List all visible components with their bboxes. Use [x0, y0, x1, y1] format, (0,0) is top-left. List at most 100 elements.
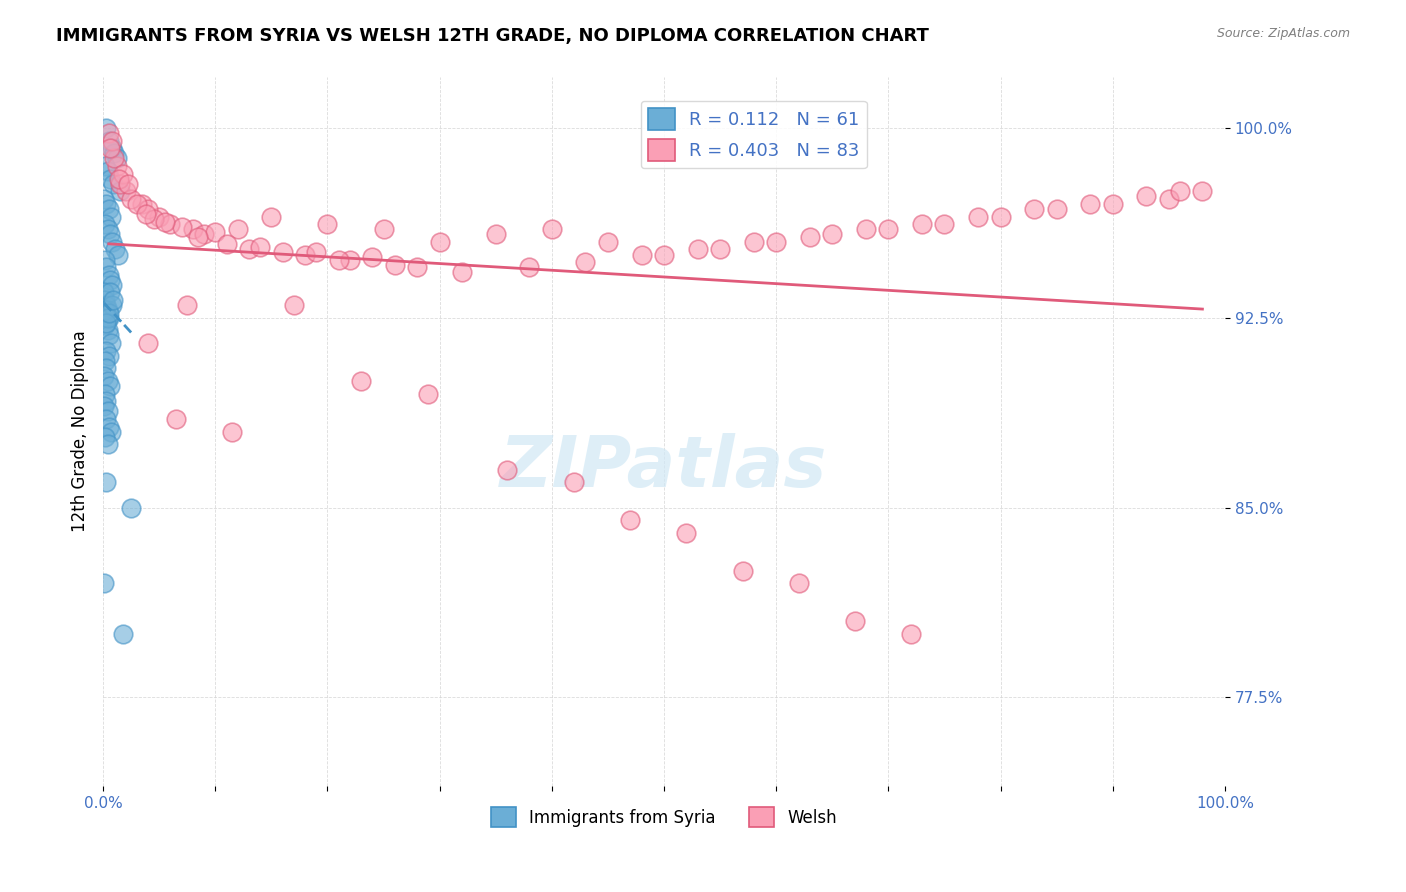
Point	[97, 126, 120, 140]
Point	[429, 235, 451, 249]
Point	[496, 462, 519, 476]
Point	[108, 171, 131, 186]
Point	[97, 164, 120, 178]
Point	[373, 222, 395, 236]
Point	[94, 386, 117, 401]
Point	[165, 412, 187, 426]
Point	[94, 217, 117, 231]
Point	[911, 217, 934, 231]
Point	[136, 336, 159, 351]
Point	[221, 425, 243, 439]
Point	[97, 328, 120, 343]
Point	[101, 134, 124, 148]
Point	[97, 437, 120, 451]
Point	[153, 214, 176, 228]
Point	[821, 227, 844, 242]
Point	[238, 243, 260, 257]
Point	[215, 237, 238, 252]
Point	[101, 298, 124, 312]
Point	[271, 245, 294, 260]
Point	[97, 222, 120, 236]
Point	[97, 323, 120, 337]
Point	[877, 222, 900, 236]
Point	[97, 310, 120, 325]
Point	[98, 171, 121, 186]
Point	[181, 222, 204, 236]
Point	[1157, 192, 1180, 206]
Point	[451, 265, 474, 279]
Point	[135, 207, 157, 221]
Point	[96, 260, 118, 275]
Point	[1045, 202, 1067, 216]
Point	[98, 285, 121, 300]
Point	[97, 202, 120, 216]
Point	[94, 430, 117, 444]
Point	[94, 159, 117, 173]
Point	[176, 298, 198, 312]
Point	[96, 475, 118, 490]
Point	[97, 268, 120, 282]
Point	[100, 425, 122, 439]
Text: ZIPatlas: ZIPatlas	[501, 433, 828, 501]
Point	[96, 316, 118, 330]
Point	[101, 277, 124, 292]
Text: Source: ZipAtlas.com: Source: ZipAtlas.com	[1216, 27, 1350, 40]
Point	[855, 222, 877, 236]
Point	[339, 252, 361, 267]
Point	[97, 419, 120, 434]
Point	[97, 404, 120, 418]
Point	[105, 152, 128, 166]
Point	[630, 247, 652, 261]
Point	[97, 134, 120, 148]
Point	[294, 247, 316, 261]
Point	[1078, 197, 1101, 211]
Point	[103, 293, 125, 307]
Point	[731, 564, 754, 578]
Point	[170, 219, 193, 234]
Point	[485, 227, 508, 242]
Point	[361, 250, 384, 264]
Point	[418, 386, 440, 401]
Point	[98, 141, 121, 155]
Point	[799, 229, 821, 244]
Point	[562, 475, 585, 490]
Point	[93, 576, 115, 591]
Point	[112, 627, 135, 641]
Point	[96, 197, 118, 211]
Point	[93, 400, 115, 414]
Point	[114, 184, 136, 198]
Point	[104, 243, 127, 257]
Point	[96, 394, 118, 409]
Point	[94, 303, 117, 318]
Point	[96, 412, 118, 426]
Point	[97, 306, 120, 320]
Point	[103, 152, 125, 166]
Point	[305, 245, 328, 260]
Point	[94, 318, 117, 333]
Point	[142, 212, 165, 227]
Point	[260, 210, 283, 224]
Point	[112, 167, 135, 181]
Point	[934, 217, 956, 231]
Legend: Immigrants from Syria, Welsh: Immigrants from Syria, Welsh	[484, 800, 844, 834]
Point	[136, 202, 159, 216]
Y-axis label: 12th Grade, No Diploma: 12th Grade, No Diploma	[72, 331, 89, 533]
Point	[107, 247, 129, 261]
Point	[283, 298, 305, 312]
Point	[120, 500, 142, 515]
Point	[1101, 197, 1123, 211]
Point	[193, 227, 215, 242]
Point	[98, 379, 121, 393]
Point	[652, 247, 675, 261]
Point	[187, 229, 209, 244]
Point	[105, 159, 128, 173]
Point	[406, 260, 429, 275]
Point	[787, 576, 810, 591]
Point	[97, 310, 120, 325]
Point	[675, 525, 697, 540]
Point	[94, 353, 117, 368]
Point	[101, 235, 124, 249]
Point	[742, 235, 765, 249]
Point	[117, 177, 139, 191]
Point	[97, 349, 120, 363]
